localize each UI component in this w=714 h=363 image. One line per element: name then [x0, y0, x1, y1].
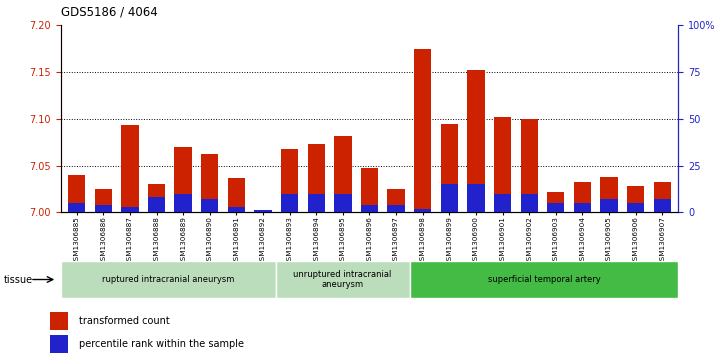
Bar: [388, 205, 405, 212]
Bar: [521, 119, 538, 212]
Bar: [547, 203, 565, 212]
Bar: [334, 136, 351, 212]
Bar: [654, 182, 671, 212]
Bar: [95, 205, 112, 212]
Bar: [281, 149, 298, 212]
Bar: [521, 194, 538, 212]
Bar: [121, 207, 139, 212]
Bar: [410, 261, 678, 298]
Bar: [654, 199, 671, 212]
Bar: [276, 261, 410, 298]
Bar: [61, 261, 276, 298]
Bar: [228, 178, 245, 212]
Bar: [308, 144, 325, 212]
Bar: [494, 117, 511, 212]
Bar: [468, 70, 485, 212]
Text: tissue: tissue: [4, 274, 33, 285]
Text: GDS5186 / 4064: GDS5186 / 4064: [61, 5, 158, 19]
Bar: [494, 194, 511, 212]
Text: superficial temporal artery: superficial temporal artery: [488, 275, 600, 284]
Bar: [121, 126, 139, 212]
Text: percentile rank within the sample: percentile rank within the sample: [79, 339, 243, 350]
Bar: [441, 184, 458, 212]
Bar: [414, 209, 431, 212]
Bar: [174, 147, 192, 212]
Text: unruptured intracranial
aneurysm: unruptured intracranial aneurysm: [293, 270, 392, 289]
Bar: [95, 189, 112, 212]
Bar: [174, 194, 192, 212]
Bar: [468, 184, 485, 212]
Bar: [600, 199, 618, 212]
Bar: [148, 197, 165, 212]
Bar: [627, 186, 644, 212]
Text: transformed count: transformed count: [79, 316, 169, 326]
Bar: [68, 203, 85, 212]
Bar: [148, 184, 165, 212]
Bar: [50, 312, 68, 330]
Bar: [228, 207, 245, 212]
Bar: [281, 194, 298, 212]
Bar: [574, 203, 591, 212]
Bar: [547, 192, 565, 212]
Bar: [201, 199, 218, 212]
Bar: [361, 168, 378, 212]
Bar: [388, 189, 405, 212]
Bar: [254, 209, 271, 212]
Bar: [627, 203, 644, 212]
Bar: [361, 205, 378, 212]
Bar: [441, 123, 458, 212]
Bar: [414, 49, 431, 212]
Bar: [334, 194, 351, 212]
Bar: [600, 177, 618, 212]
Bar: [68, 175, 85, 212]
Bar: [574, 183, 591, 212]
Text: ruptured intracranial aneurysm: ruptured intracranial aneurysm: [102, 275, 234, 284]
Bar: [254, 211, 271, 212]
Bar: [50, 335, 68, 354]
Bar: [201, 154, 218, 212]
Bar: [308, 194, 325, 212]
